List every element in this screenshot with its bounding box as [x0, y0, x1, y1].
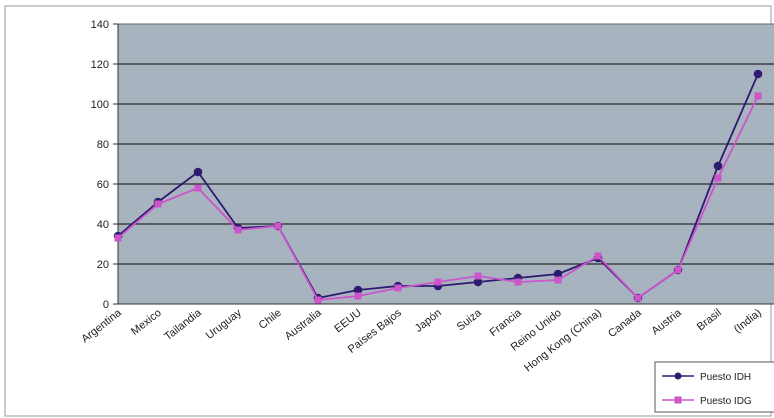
y-tick-label-0: 0: [103, 299, 109, 311]
y-axis: 0 20 40 60 80 100 120 140: [91, 19, 119, 311]
point-puesto-idh-tailandia: [193, 167, 203, 177]
point-puesto-idg-reino-unido: [554, 276, 562, 284]
y-tick-label-100: 100: [91, 99, 109, 111]
plot-area: [117, 23, 774, 305]
point-puesto-idg-austria: [674, 266, 682, 274]
point-puesto-idg-pa-ses-bajos: [394, 284, 402, 292]
y-tick-label-20: 20: [97, 259, 109, 271]
point-puesto-idg-uruguay: [234, 226, 242, 234]
y-tick-label-120: 120: [91, 59, 109, 71]
point-puesto-idg-hong-kong-china: [594, 252, 602, 260]
point-puesto-idg-india: [754, 92, 762, 100]
y-tick-label-60: 60: [97, 179, 109, 191]
point-puesto-idg-jap-n: [434, 278, 442, 286]
point-puesto-idg-francia: [514, 278, 522, 286]
point-puesto-idg-tailandia: [194, 184, 202, 192]
y-tick-label-140: 140: [91, 19, 109, 31]
y-tick-label-40: 40: [97, 219, 109, 231]
point-puesto-idg-eeuu: [354, 292, 362, 300]
legend-label-puesto-idg: Puesto IDG: [700, 396, 752, 407]
point-puesto-idg-argentina: [114, 234, 122, 242]
gridlines: [118, 63, 774, 265]
y-tick-label-80: 80: [97, 139, 109, 151]
legend-marker-puesto-idg: [674, 396, 682, 404]
point-puesto-idg-mexico: [154, 200, 162, 208]
point-puesto-idh-india: [753, 69, 763, 79]
series-puesto-idg: [114, 92, 762, 304]
point-puesto-idg-suiza: [474, 272, 482, 280]
point-puesto-idg-canada: [634, 294, 642, 302]
point-puesto-idg-australia: [314, 296, 322, 304]
point-puesto-idg-chile: [274, 222, 282, 230]
legend-label-puesto-idh: Puesto IDH: [700, 372, 751, 383]
legend: Puesto IDH Puesto IDG: [654, 361, 774, 413]
legend-marker-puesto-idh: [674, 372, 682, 380]
legend-box: [654, 361, 774, 413]
point-puesto-idh-brasil: [713, 161, 723, 171]
series-layer: [113, 69, 763, 304]
point-puesto-idg-brasil: [714, 174, 722, 182]
